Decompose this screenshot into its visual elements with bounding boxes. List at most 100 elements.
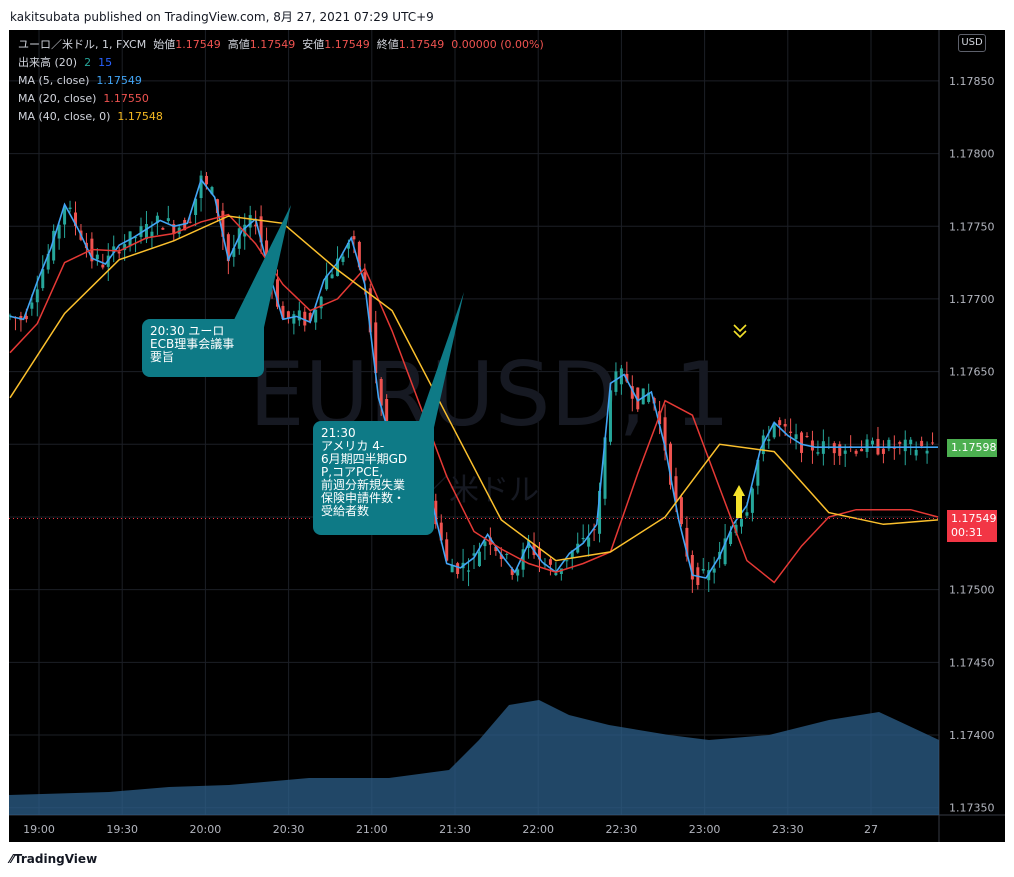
candle-body	[860, 448, 864, 452]
x-tick-label: 21:00	[356, 823, 388, 836]
candle-body	[68, 207, 72, 210]
candle-body	[538, 548, 542, 560]
candle-body	[592, 529, 596, 531]
y-tick-label: 1.17450	[949, 656, 995, 669]
candle-body	[920, 440, 924, 447]
candle-body	[314, 309, 318, 323]
candle-body	[548, 559, 552, 565]
candle-body	[685, 527, 689, 557]
legend: ユーロ／米ドル, 1, FXCM 始値1.17549 高値1.17549 安値1…	[18, 36, 544, 126]
candle-body	[188, 221, 192, 223]
candle-body	[275, 279, 279, 307]
candle-body	[778, 420, 782, 426]
candle-body	[210, 187, 214, 195]
y-tick-label: 1.17400	[949, 729, 995, 742]
legend-high-label: 高値	[227, 38, 250, 51]
candle-body	[352, 236, 356, 240]
candle-body	[614, 371, 618, 392]
candle-body	[598, 490, 602, 534]
candle-body	[467, 570, 471, 572]
annotation-ecb[interactable]: 20:30 ユーロ ECB理事会議事 要旨	[142, 319, 264, 377]
candle-body	[816, 452, 820, 454]
candle-body	[925, 450, 929, 454]
candle-body	[870, 440, 874, 445]
x-tick-label: 27	[864, 823, 878, 836]
candle-body	[608, 390, 612, 442]
candle-body	[603, 437, 607, 499]
candle-body	[903, 439, 907, 452]
legend-change: 0.00000 (0.00%)	[451, 38, 544, 51]
candle-body	[865, 439, 869, 452]
chart-panel[interactable]: 1.178501.178001.177501.177001.176501.176…	[9, 30, 1005, 842]
x-tick-label: 19:00	[23, 823, 55, 836]
candle-body	[477, 551, 481, 567]
candle-body	[887, 439, 891, 449]
candle-body	[488, 537, 492, 545]
candle-body	[810, 440, 814, 451]
candle-body	[854, 450, 858, 454]
legend-ma40-row: MA (40, close, 0) 1.17548	[18, 108, 544, 126]
candle-body	[297, 310, 301, 321]
candle-body	[625, 373, 629, 382]
candle-body	[281, 305, 285, 319]
legend-close: 1.17549	[398, 38, 445, 51]
candle-body	[647, 392, 651, 402]
y-tick-label: 1.17650	[949, 366, 995, 379]
countdown-value: 00:31	[951, 526, 983, 539]
candle-body	[450, 565, 454, 573]
candle-body	[286, 311, 290, 318]
candle-body	[800, 432, 804, 453]
legend-high: 1.17549	[249, 38, 296, 51]
candle-body	[199, 175, 203, 199]
candle-body	[144, 224, 148, 240]
candle-body	[226, 234, 230, 262]
candle-body	[363, 272, 367, 281]
legend-close-label: 終値	[376, 38, 399, 51]
ma-price-label: 1.17598	[947, 439, 997, 457]
price-chart[interactable]: 1.178501.178001.177501.177001.176501.176…	[9, 30, 1005, 842]
candle-body	[679, 497, 683, 525]
candle-body	[123, 244, 127, 251]
candle-body	[783, 424, 787, 427]
candle-body	[587, 537, 591, 547]
footer: ⁄⁄TradingView	[0, 842, 1014, 877]
tradingview-logo[interactable]: ⁄⁄TradingView	[10, 852, 98, 866]
candle-body	[117, 251, 121, 254]
annotation-us-gdp[interactable]: 21:30 アメリカ 4- 6月期四半期GD P,コアPCE, 前週分新規失業 …	[313, 421, 434, 535]
candle-body	[690, 554, 694, 580]
y-tick-label: 1.17500	[949, 584, 995, 597]
candle-body	[636, 387, 640, 410]
last-price-label: 1.17549 00:31	[947, 510, 997, 542]
candle-body	[221, 210, 225, 237]
candle-body	[505, 554, 509, 556]
currency-button[interactable]: USD	[958, 34, 986, 52]
candle-body	[909, 439, 913, 445]
candle-body	[74, 212, 78, 226]
candle-body	[510, 569, 514, 575]
candle-body	[658, 411, 662, 425]
legend-ma20-value: 1.17550	[103, 92, 149, 105]
candle-body	[734, 524, 738, 534]
chart-background	[9, 30, 1005, 842]
legend-open: 1.17549	[175, 38, 221, 51]
candle-body	[794, 434, 798, 440]
y-tick-label: 1.17350	[949, 802, 995, 815]
candle-body	[46, 253, 50, 270]
candle-body	[434, 500, 438, 525]
candle-body	[881, 448, 885, 454]
candle-body	[248, 215, 252, 228]
ma40-line	[9, 215, 939, 562]
legend-ma20-label: MA (20, close)	[18, 92, 97, 105]
candle-body	[101, 264, 105, 268]
candle-body	[194, 198, 198, 216]
candle-body	[139, 226, 143, 237]
y-tick-label: 1.17800	[949, 148, 995, 161]
candle-body	[707, 570, 711, 581]
legend-ma20-row: MA (20, close) 1.17550	[18, 90, 544, 108]
candle-body	[516, 569, 520, 576]
legend-open-label: 始値	[153, 38, 176, 51]
candle-body	[739, 518, 743, 527]
candle-body	[723, 538, 727, 565]
candle-body	[292, 314, 296, 324]
legend-ma40-label: MA (40, close, 0)	[18, 110, 111, 123]
